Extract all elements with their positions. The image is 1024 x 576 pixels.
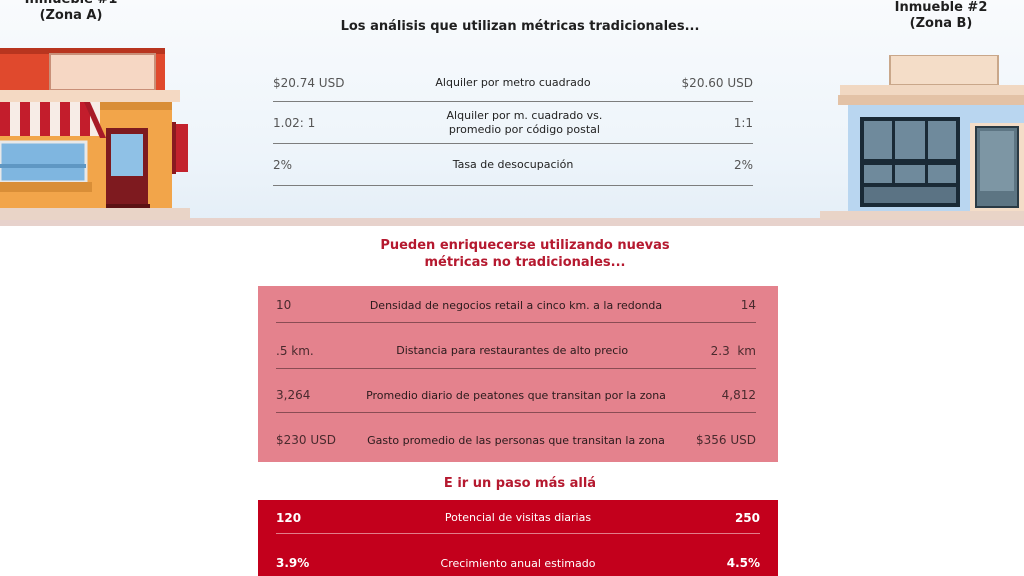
nt-row-pedestrians: 3,264 Promedio diario de peatones que tr… xyxy=(276,378,756,413)
trad-row-rent-vs-zip: 1.02: 1 Alquiler por m. cuadrado vs. pro… xyxy=(273,102,753,144)
beyond-row-growth: 3.9% Crecimiento anual estimado 4.5% xyxy=(276,550,760,576)
zone-a-value: $230 USD xyxy=(276,433,336,447)
zone-b-value: 14 xyxy=(740,298,756,312)
trad-row-rent-sqm: $20.74 USD Alquiler por metro cuadrado $… xyxy=(273,64,753,102)
inmueble-a-name: Inmueble #1 xyxy=(18,0,124,8)
metric-label: Gasto promedio de las personas que trans… xyxy=(367,433,665,447)
metric-label: Potencial de visitas diarias xyxy=(444,511,592,524)
beyond-panel xyxy=(258,500,778,576)
metric-label: Alquiler por m. cuadrado vs. promedio po… xyxy=(315,109,733,137)
store-blue-icon xyxy=(820,55,1024,220)
metric-label-line2: promedio por código postal xyxy=(448,122,600,136)
inmueble-b-name: Inmueble #2 xyxy=(894,0,988,15)
zone-b-value: 2.3 km xyxy=(710,343,756,358)
zone-a-value: 1.02: 1 xyxy=(273,115,316,130)
non-traditional-title-line2: métricas no tradicionales... xyxy=(424,255,626,270)
non-traditional-title: Pueden enriquecerse utilizando nuevas mé… xyxy=(360,237,690,271)
metric-label: Tasa de desocupación xyxy=(452,157,574,171)
zone-a-value: 120 xyxy=(276,510,302,525)
inmueble-b-zone: (Zona B) xyxy=(909,16,973,31)
zone-a-value: 2% xyxy=(273,157,293,172)
beyond-row-visits: 120 Potencial de visitas diarias 250 xyxy=(276,502,760,534)
metric-label: Alquiler por metro cuadrado xyxy=(435,75,591,89)
beyond-title: E ir un paso más allá xyxy=(443,476,597,491)
metric-label-line1: Alquiler por m. cuadrado vs. xyxy=(446,108,603,122)
nt-row-retail-density: 10 Densidad de negocios retail a cinco k… xyxy=(276,288,756,323)
trad-row-vacancy: 2% Tasa de desocupación 2% xyxy=(273,144,753,186)
zone-a-value: .5 km. xyxy=(276,343,314,358)
zone-b-value: 2% xyxy=(733,157,753,172)
metric-label: Crecimiento anual estimado xyxy=(440,556,596,570)
zone-a-value: $20.74 USD xyxy=(273,75,345,90)
metric-label: Densidad de negocios retail a cinco km. … xyxy=(369,298,663,312)
inmueble-b-label: Inmueble #2 (Zona B) xyxy=(888,0,994,32)
store-awning-icon xyxy=(0,48,190,220)
non-traditional-panel xyxy=(258,286,778,462)
zone-a-value: 3,264 xyxy=(276,388,311,402)
metric-label: Distancia para restaurantes de alto prec… xyxy=(396,344,629,357)
zone-b-value: 1:1 xyxy=(733,115,753,130)
zone-b-value: 250 xyxy=(734,510,760,525)
non-traditional-title-line1: Pueden enriquecerse utilizando nuevas xyxy=(380,238,670,253)
nt-row-spending: $230 USD Gasto promedio de las personas … xyxy=(276,422,756,458)
zone-b-value: 4,812 xyxy=(721,388,756,402)
traditional-metrics-title: Los análisis que utilizan métricas tradi… xyxy=(340,19,700,34)
inmueble-a-label: Inmueble #1 (Zona A) xyxy=(18,0,124,24)
zone-a-value: 10 xyxy=(276,298,292,312)
zone-b-value: 4.5% xyxy=(726,556,760,570)
nt-row-restaurant-distance: .5 km. Distancia para restaurantes de al… xyxy=(276,333,756,369)
ground-strip xyxy=(0,218,1024,226)
zone-b-value: $356 USD xyxy=(696,433,756,447)
inmueble-a-zone: (Zona A) xyxy=(39,8,103,23)
metric-label: Promedio diario de peatones que transita… xyxy=(366,388,666,402)
zone-a-value: 3.9% xyxy=(276,556,310,570)
zone-b-value: $20.60 USD xyxy=(681,75,753,90)
